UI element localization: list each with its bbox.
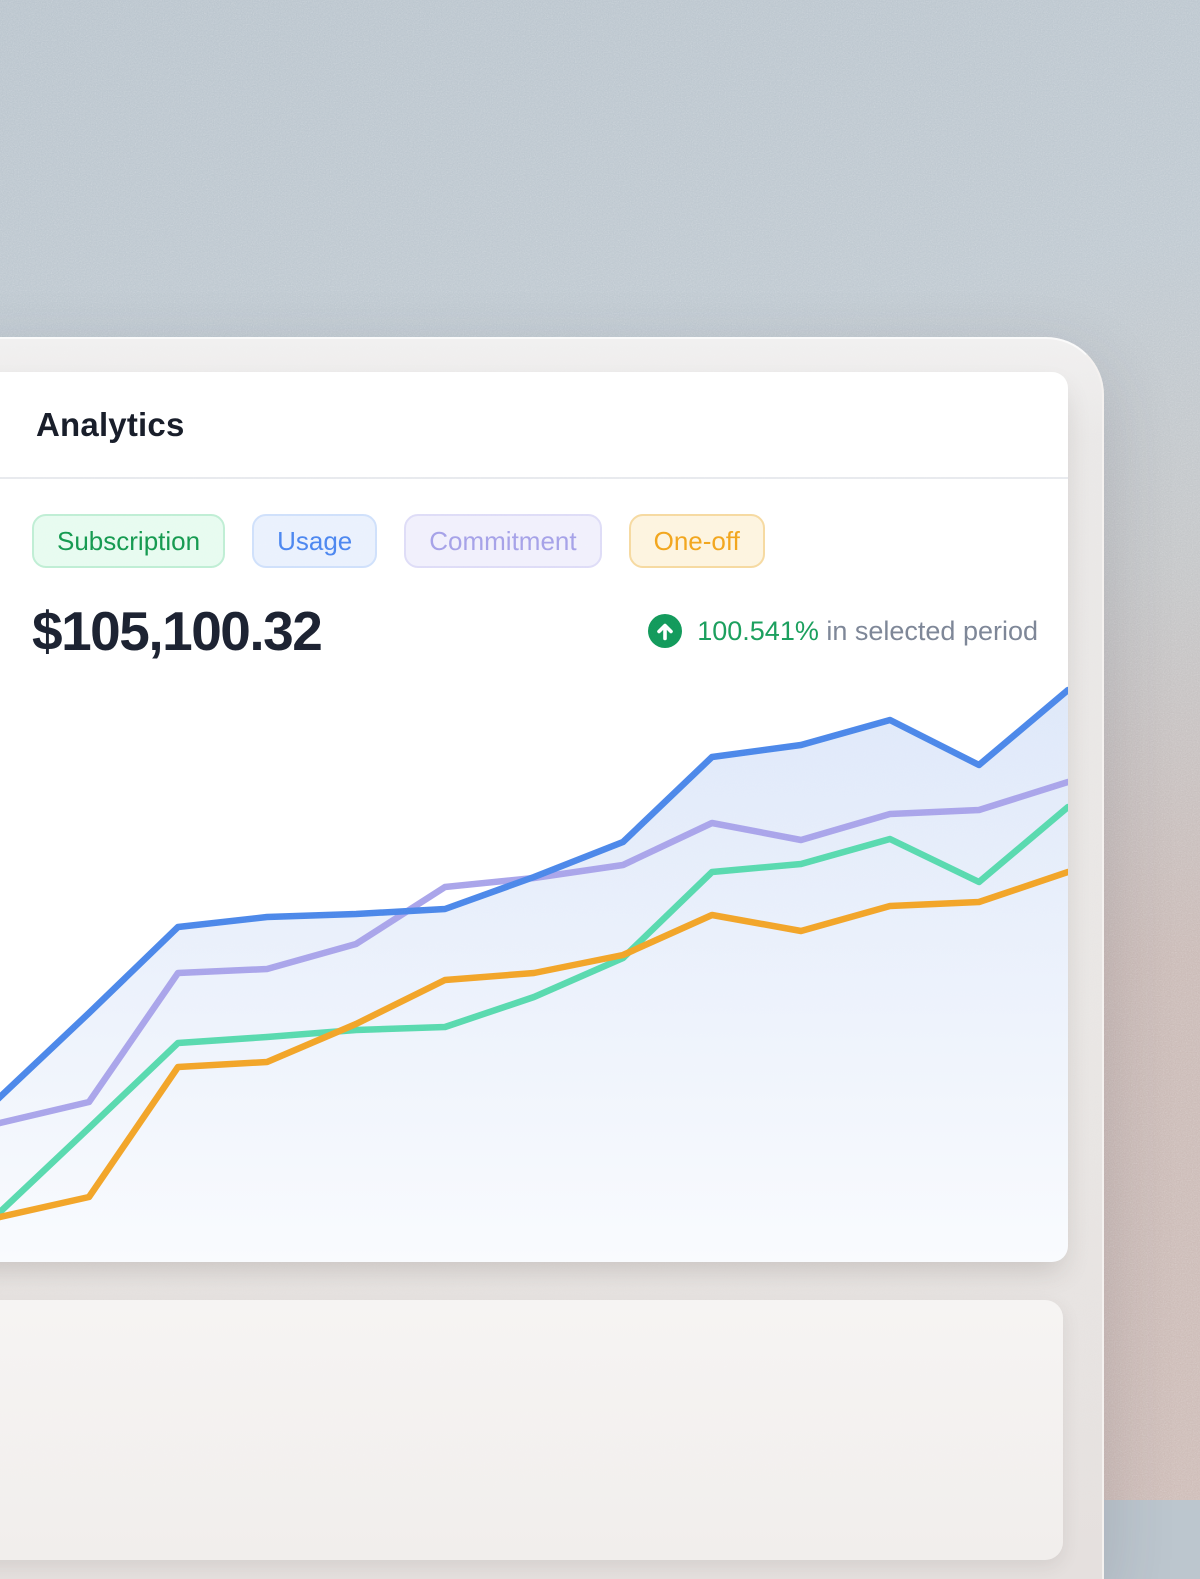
amount-row: $105,100.32 100.541% in selected period [0, 599, 1068, 663]
pill-usage[interactable]: Usage [252, 514, 378, 568]
total-amount: $105,100.32 [32, 600, 323, 662]
revenue-chart[interactable] [0, 680, 1068, 1262]
arrow-up-circle-icon [648, 614, 683, 648]
analytics-card: Analytics Subscription Usage Commitment … [0, 372, 1068, 1262]
filter-pills: Subscription Usage Commitment One-off [32, 514, 1068, 568]
growth-text: 100.541% in selected period [697, 616, 1038, 647]
pill-subscription[interactable]: Subscription [32, 514, 226, 568]
secondary-card [0, 1300, 1063, 1560]
growth-suffix: in selected period [826, 615, 1038, 646]
revenue-chart-canvas[interactable] [0, 680, 1068, 1262]
growth-badge: 100.541% in selected period [648, 614, 1038, 648]
page-title: Analytics [36, 405, 185, 443]
card-header: Analytics [0, 372, 1068, 479]
growth-percent: 100.541% [697, 615, 819, 646]
pill-commitment[interactable]: Commitment [404, 514, 602, 568]
pill-one-off[interactable]: One-off [628, 514, 765, 568]
